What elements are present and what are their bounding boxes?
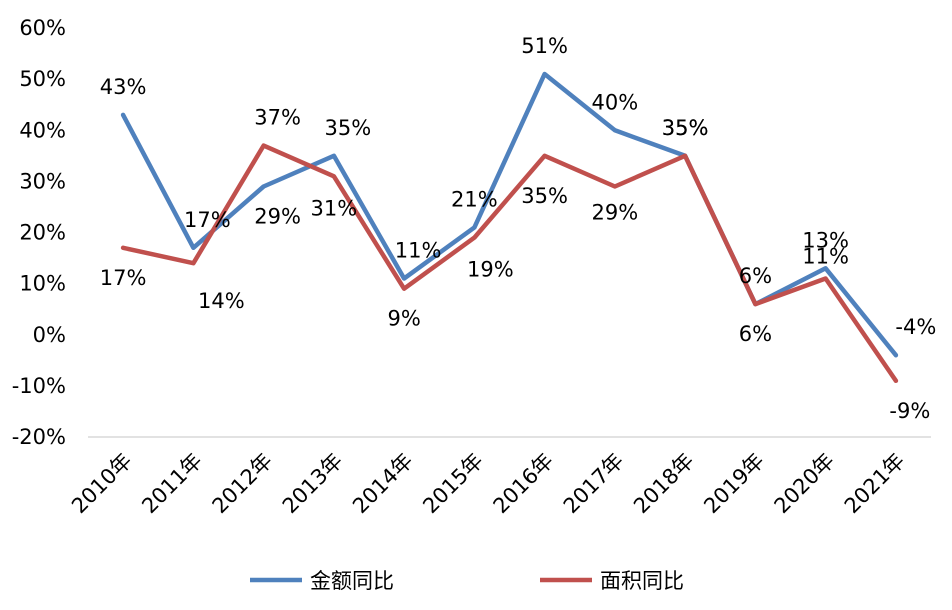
- data-label-amount: 35%: [662, 116, 709, 140]
- data-label-amount: 13%: [802, 228, 849, 252]
- data-label-amount: 17%: [184, 208, 231, 232]
- legend: 金额同比 面积同比: [250, 569, 684, 593]
- data-label-amount: 11%: [395, 239, 442, 263]
- x-axis: 2010年 2011年 2012年 2013年 2014年 2015年 2016年 2017年…: [67, 436, 931, 519]
- x-tick-label: 2014年: [348, 449, 418, 519]
- data-label-area: 14%: [198, 289, 245, 313]
- data-label-amount: 21%: [451, 187, 498, 211]
- data-label-area: -9%: [889, 399, 930, 423]
- data-label-area: 37%: [254, 106, 301, 130]
- data-label-area: 19%: [467, 258, 514, 282]
- y-tick-label: 60%: [19, 16, 66, 40]
- y-tick-label: 40%: [19, 118, 66, 142]
- y-tick-label: 20%: [19, 221, 66, 245]
- data-label-amount: -4%: [895, 315, 936, 339]
- series-line-area: [120, 143, 899, 384]
- data-label-amount: 35%: [325, 116, 372, 140]
- data-label-amount: 40%: [592, 90, 639, 114]
- x-tick-label: 2018年: [629, 449, 699, 519]
- data-label-amount: 29%: [254, 204, 301, 228]
- data-label-area: 31%: [311, 196, 358, 220]
- x-tick-label: 2011年: [137, 449, 207, 519]
- data-label-area: 35%: [521, 184, 568, 208]
- x-tick-label: 2013年: [278, 449, 348, 519]
- y-tick-label: 0%: [33, 323, 66, 347]
- x-tick-label: 2015年: [418, 449, 488, 519]
- x-tick-label: 2010年: [67, 449, 137, 519]
- y-axis: -20% -10% 0% 10% 20% 30% 40% 50% 60%: [12, 16, 66, 449]
- data-label-area: 6%: [739, 322, 772, 346]
- x-tick-label: 2019年: [699, 449, 769, 519]
- legend-label: 面积同比: [600, 569, 684, 593]
- y-tick-label: -20%: [12, 425, 66, 449]
- x-tick-label: 2017年: [559, 449, 629, 519]
- data-label-amount: 43%: [100, 75, 147, 99]
- y-tick-label: 10%: [19, 272, 66, 296]
- series-lines: [120, 71, 899, 384]
- y-tick-label: 50%: [19, 67, 66, 91]
- x-tick-label: 2016年: [489, 449, 559, 519]
- data-label-amount: 51%: [521, 34, 568, 58]
- y-tick-label: -10%: [12, 374, 66, 398]
- legend-label: 金额同比: [310, 569, 394, 593]
- x-tick-label: 2020年: [770, 449, 840, 519]
- x-tick-label: 2012年: [208, 449, 278, 519]
- x-tick-label: 2021年: [840, 449, 910, 519]
- y-tick-label: 30%: [19, 169, 66, 193]
- data-label-area: 17%: [100, 266, 147, 290]
- data-label-area: 11%: [802, 245, 849, 269]
- data-label-area: 29%: [592, 200, 639, 224]
- data-labels: 43% 17% 29% 35% 11% 21% 51% 40% 35% 6% 13% -4% 17% 14…: [100, 34, 937, 423]
- data-label-area: 9%: [387, 307, 420, 331]
- data-label-area: 35%: [662, 116, 709, 140]
- data-label-amount: 6%: [739, 264, 772, 288]
